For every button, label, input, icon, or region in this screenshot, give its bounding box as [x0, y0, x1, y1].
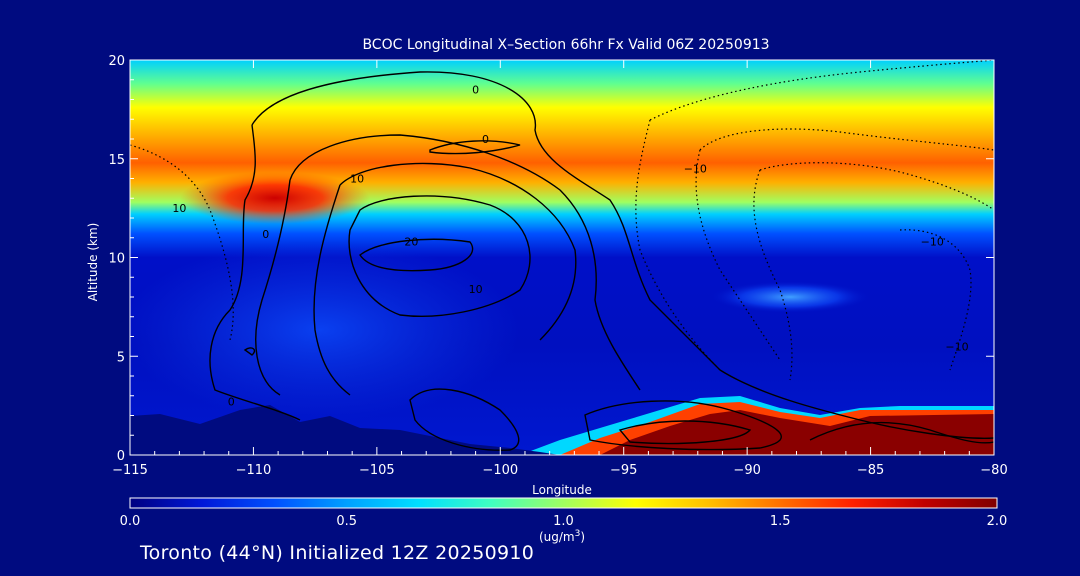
x-axis-label: Longitude	[532, 483, 592, 497]
contour-lines-dotted	[130, 60, 994, 381]
contour-line	[359, 238, 474, 272]
contour-line	[255, 179, 291, 396]
colorbar-tick-label: 0.5	[336, 514, 357, 529]
contour-label: −10	[945, 340, 968, 353]
colorbar-ticks: 0.0 0.5 1.0 1.5 2.0	[120, 514, 1008, 529]
contour-line	[759, 162, 994, 211]
contour-line	[649, 60, 994, 121]
colorbar-units-main: (ug/m	[539, 530, 575, 544]
x-tick-label: −105	[359, 463, 395, 478]
chart-title: BCOC Longitudinal X–Section 66hr Fx Vali…	[362, 37, 769, 53]
contour-line	[809, 421, 994, 444]
y-tick-label: 5	[117, 350, 125, 365]
x-axis: −115 −110 −105 −100 −95 −90 −85 −80	[112, 60, 1008, 478]
contour-line	[584, 400, 782, 451]
contour-line	[251, 71, 994, 439]
colorbar-units-close: )	[580, 530, 585, 544]
colorbar-tick-label: 0.0	[120, 514, 141, 529]
contour-label: −10	[684, 163, 707, 176]
colorbar-units-sup: 3	[575, 529, 581, 539]
x-tick-label: −90	[733, 463, 760, 478]
y-tick-label: 10	[108, 252, 125, 267]
contour-line	[618, 420, 752, 445]
contour-line	[409, 388, 520, 451]
contour-line	[429, 140, 521, 155]
field-blue-blob	[710, 281, 870, 313]
contour-line	[635, 119, 721, 371]
contour-line	[339, 162, 577, 341]
x-tick-label: −115	[112, 463, 148, 478]
y-tick-label: 15	[108, 153, 125, 168]
contour-label: 10	[350, 173, 364, 186]
colorbar	[129, 497, 998, 509]
x-tick-label: −110	[236, 463, 272, 478]
colorbar-tick-label: 1.5	[770, 514, 791, 529]
footer-initialized: Toronto (44°N) Initialized 12Z 20250910	[140, 542, 535, 564]
contour-lines	[209, 71, 994, 451]
contour-line	[289, 134, 641, 391]
contour-line	[695, 149, 781, 361]
plot-area: 0 0 10 10 0 20 10 −10 −10 −10 0	[130, 60, 994, 455]
contour-label-layer: 0 0 10 10 0 20 10 −10 −10 −10 0	[172, 84, 968, 409]
contour-label: 20	[404, 236, 418, 249]
colorbar-units: (ug/m3)	[539, 529, 585, 544]
contour-line	[243, 347, 256, 356]
contour-label: 0	[482, 133, 489, 146]
field-plume	[130, 240, 520, 420]
contour-label: 0	[262, 228, 269, 241]
x-tick-label: −100	[482, 463, 518, 478]
contour-line	[699, 128, 994, 151]
colorbar-tick-label: 1.0	[553, 514, 574, 529]
contour-line	[899, 229, 972, 371]
field-hotspot	[180, 172, 370, 224]
contour-label: −10	[921, 236, 944, 249]
contour-label: 10	[172, 202, 186, 215]
y-axis: 0 5 10 15 20	[108, 54, 994, 464]
y-axis-label: Altitude (km)	[86, 223, 100, 302]
y-tick-label: 0	[117, 449, 125, 464]
contour-line	[348, 195, 531, 317]
x-tick-label: −95	[610, 463, 637, 478]
contour-label: 0	[472, 84, 479, 97]
x-tick-label: −85	[857, 463, 884, 478]
contour-line	[209, 124, 301, 421]
contour-label: 0	[228, 396, 235, 409]
colorbar-tick-label: 2.0	[987, 514, 1008, 529]
x-tick-label: −80	[980, 463, 1007, 478]
contour-line	[313, 184, 351, 396]
contour-line	[130, 144, 234, 341]
contour-label: 10	[469, 283, 483, 296]
y-tick-label: 20	[108, 54, 125, 69]
